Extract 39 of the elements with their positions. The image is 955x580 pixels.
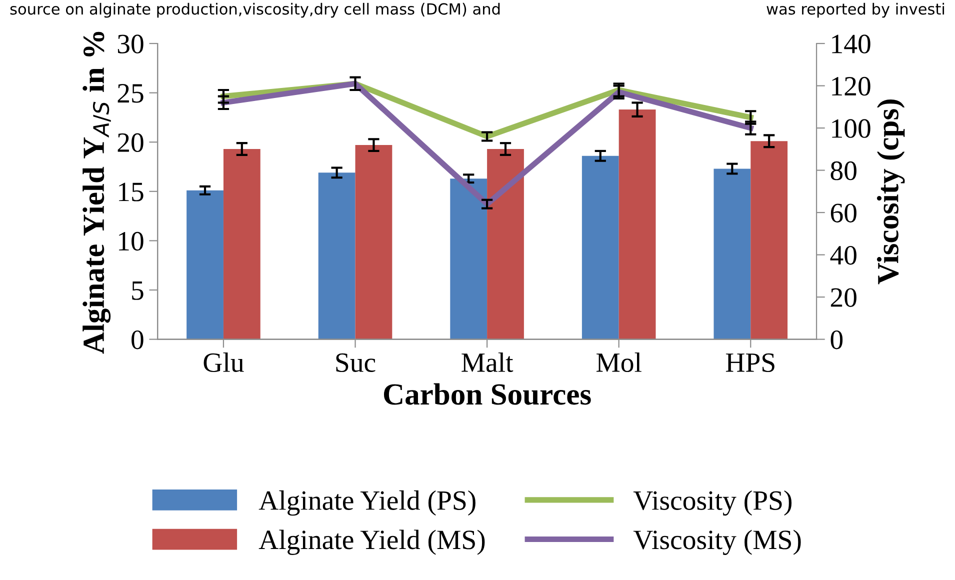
- bar: [714, 168, 751, 340]
- y2-tick-label: 80: [830, 161, 856, 180]
- legend-label: Viscosity (PS): [633, 490, 792, 516]
- y-tick-label: 10: [119, 232, 144, 251]
- bar: [750, 141, 788, 340]
- bar: [355, 145, 392, 340]
- bar: [487, 149, 524, 340]
- y-axis-title: Alginate Yield Y$_{A/S}$ in %: [82, 32, 111, 354]
- y2-tick-label: 120: [832, 76, 870, 96]
- y-tick-label: 20: [118, 133, 144, 152]
- bar: [318, 172, 356, 340]
- legend-label: Viscosity (MS): [633, 530, 801, 555]
- x-axis-title: Carbon Sources: [384, 383, 591, 405]
- y2-tick-label: 100: [832, 119, 870, 138]
- bar: [450, 178, 488, 340]
- x-tick-label: Glu: [204, 352, 244, 372]
- y2-tick-label: 60: [830, 204, 856, 222]
- y-tick-label: 5: [132, 281, 144, 300]
- x-tick-label: Malt: [462, 352, 514, 372]
- source-note: source on alginate production,viscosity,dry cell mass (DCM) and: [10, 2, 500, 18]
- y-tick-label: 30: [118, 34, 144, 54]
- y2-tick-label: 0: [830, 330, 843, 350]
- y-tick-label: 15: [119, 182, 144, 202]
- legend-label: Alginate Yield (PS): [258, 490, 476, 516]
- y2-axis-title: Viscosity (cps): [876, 100, 905, 284]
- text: was reported by investi: [766, 2, 944, 18]
- legend-label: Alginate Yield (MS): [258, 530, 485, 555]
- x-tick-label: Suc: [336, 353, 376, 372]
- y2-tick-label: 20: [830, 288, 856, 307]
- x-tick-label: HPS: [726, 353, 774, 372]
- bar: [618, 110, 656, 340]
- bar: [582, 156, 619, 340]
- y-tick-label: 0: [132, 330, 144, 350]
- bar: [186, 190, 224, 340]
- x-tick-label: Mol: [596, 352, 642, 372]
- y2-tick-label: 140: [832, 34, 870, 54]
- bar: [223, 149, 260, 340]
- y2-tick-label: 40: [830, 246, 856, 265]
- y-tick-label: 25: [118, 84, 144, 103]
